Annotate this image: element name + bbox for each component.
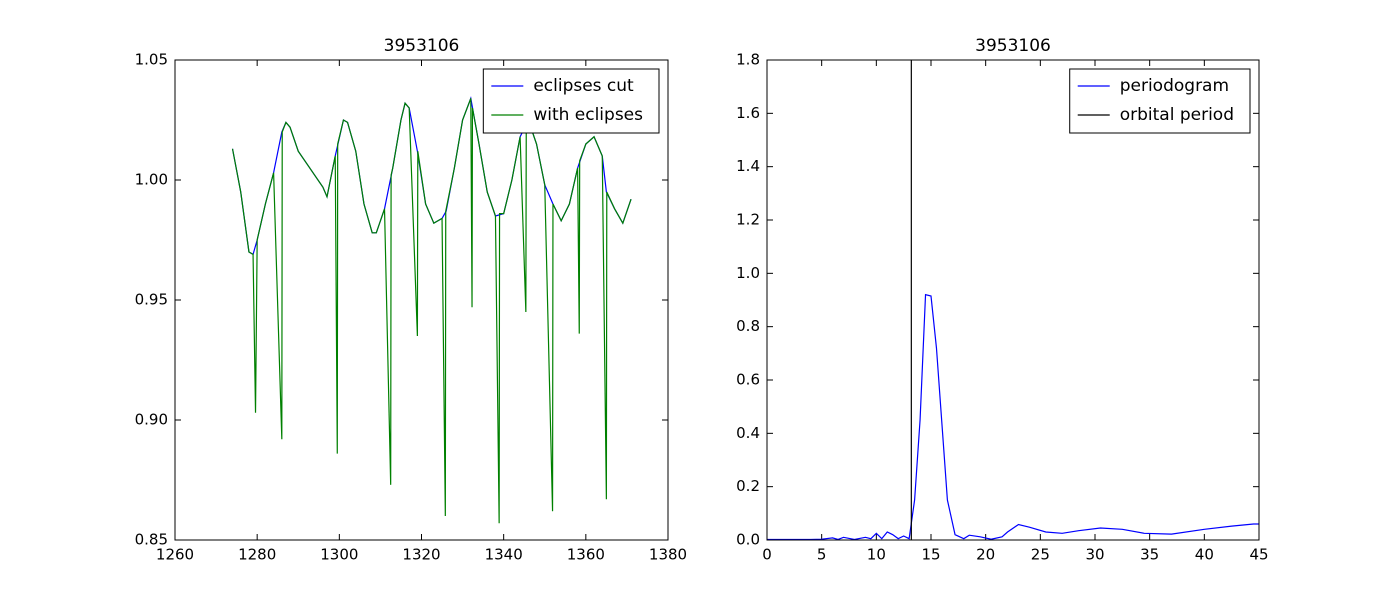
subplot: 3953106 1260 1280 1300 1320 1340 1360 1380 0.85 0…: [135, 36, 688, 564]
x-tick-label: 40: [1195, 546, 1214, 564]
series-line: [767, 293, 1259, 540]
y-tick-label: 0.6: [736, 371, 760, 389]
y-tick-label: 1.4: [736, 157, 760, 175]
axes-frame: [174, 59, 669, 541]
x-tick-label: 1360: [567, 546, 605, 564]
y-tick-label: 1.2: [736, 211, 760, 229]
legend: eclipses cut with eclipses: [491, 76, 643, 125]
axes-frame: [766, 59, 1260, 541]
y-tick-label: 0.90: [135, 411, 168, 429]
x-tick-label: 1260: [156, 546, 194, 564]
x-tick-label: 15: [921, 546, 940, 564]
y-tick-label: 0.2: [736, 477, 760, 495]
chart-title: 3953106: [384, 36, 460, 56]
legend-label: with eclipses: [533, 105, 643, 125]
x-tick-label: 30: [1085, 546, 1104, 564]
x-tick-label: 1340: [485, 546, 523, 564]
y-tick-label: 1.00: [135, 171, 168, 189]
subplot: 3953106 0 5 10 15 20 25 30 35 40 45 0.0 0.2 0.4 0.6 0.8…: [736, 36, 1268, 564]
x-tick-label: 0: [762, 546, 772, 564]
legend-frame: [1069, 68, 1251, 134]
series-line: [231, 98, 632, 524]
legend-label: eclipses cut: [533, 76, 634, 96]
y-tick-label: 1.05: [135, 51, 168, 69]
x-tick-label: 5: [817, 546, 827, 564]
y-tick-label: 0.8: [736, 317, 760, 335]
legend: periodogram orbital period: [1077, 76, 1234, 125]
x-tick-label: 45: [1249, 546, 1268, 564]
x-tick-label: 20: [976, 546, 995, 564]
y-tick-label: 1.0: [736, 264, 760, 282]
y-tick-label: 0.0: [736, 531, 760, 549]
y-tick-label: 1.8: [736, 51, 760, 69]
legend-label: periodogram: [1120, 76, 1229, 96]
x-tick-label: 1380: [649, 546, 687, 564]
x-tick-label: 10: [867, 546, 886, 564]
x-tick-label: 1300: [320, 546, 358, 564]
y-tick-label: 0.95: [135, 291, 168, 309]
y-tick-label: 0.85: [135, 531, 168, 549]
x-tick-label: 25: [1031, 546, 1050, 564]
y-tick-label: 0.4: [736, 424, 760, 442]
x-tick-label: 1320: [402, 546, 440, 564]
legend-frame: [482, 68, 660, 134]
y-tick-label: 1.6: [736, 104, 760, 122]
chart-title: 3953106: [975, 36, 1051, 56]
legend-label: orbital period: [1120, 105, 1234, 125]
x-tick-label: 35: [1140, 546, 1159, 564]
x-tick-label: 1280: [238, 546, 276, 564]
